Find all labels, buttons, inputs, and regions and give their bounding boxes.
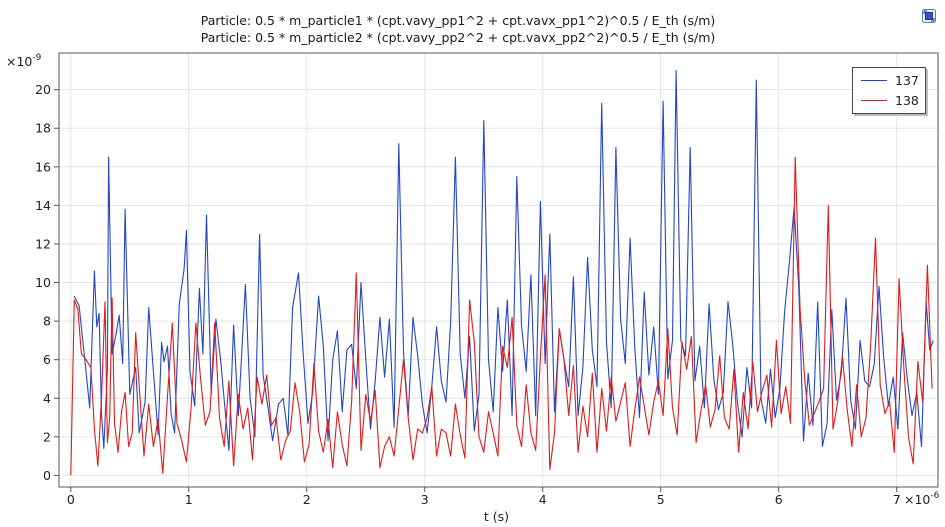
x-tick-label: 4: [539, 492, 547, 507]
x-tick-label: 2: [303, 492, 311, 507]
series-line-138: [70, 156, 933, 476]
legend-entry-138: 138: [861, 91, 919, 109]
x-tick-label: 7: [893, 492, 901, 507]
y-tick-label: 14: [35, 198, 51, 213]
x-tick-label: 0: [67, 492, 75, 507]
x-axis-exponent: ×10-6: [904, 491, 940, 507]
legend-swatch-137: [861, 79, 887, 81]
chart-title-line-2: Particle: 0.5 * m_particle2 * (cpt.vavy_…: [200, 30, 716, 45]
y-tick-label: 6: [43, 352, 51, 367]
y-tick-label: 12: [35, 236, 51, 251]
series-lines: [70, 69, 934, 476]
chart-title-line-1: Particle: 0.5 * m_particle1 * (cpt.vavy_…: [200, 13, 716, 28]
plot-frame: [58, 52, 939, 488]
y-tick-label: 4: [43, 391, 51, 406]
x-tick-label: 3: [421, 492, 429, 507]
y-tick-label: 2: [43, 429, 51, 444]
y-tick-label: 8: [43, 314, 51, 329]
x-tick-label: 6: [775, 492, 783, 507]
y-tick-label: 16: [35, 159, 51, 174]
legend-label-138: 138: [895, 92, 919, 108]
chart-legend: 137 138: [852, 67, 926, 114]
zoom-extents-icon[interactable]: [922, 8, 936, 23]
legend-entry-137: 137: [861, 71, 919, 89]
grid-lines: [59, 53, 938, 487]
x-tick-label: 1: [185, 492, 193, 507]
legend-swatch-138: [861, 99, 887, 101]
x-axis-label: t (s): [484, 509, 509, 524]
series-line-137: [73, 69, 934, 451]
y-tick-label: 10: [35, 275, 51, 290]
y-tick-label: 0: [43, 468, 51, 483]
x-tick-label: 5: [657, 492, 665, 507]
legend-label-137: 137: [895, 72, 919, 88]
y-tick-label: 20: [35, 82, 51, 97]
y-axis-exponent: ×10-9: [6, 53, 42, 69]
y-tick-label: 18: [35, 121, 51, 136]
